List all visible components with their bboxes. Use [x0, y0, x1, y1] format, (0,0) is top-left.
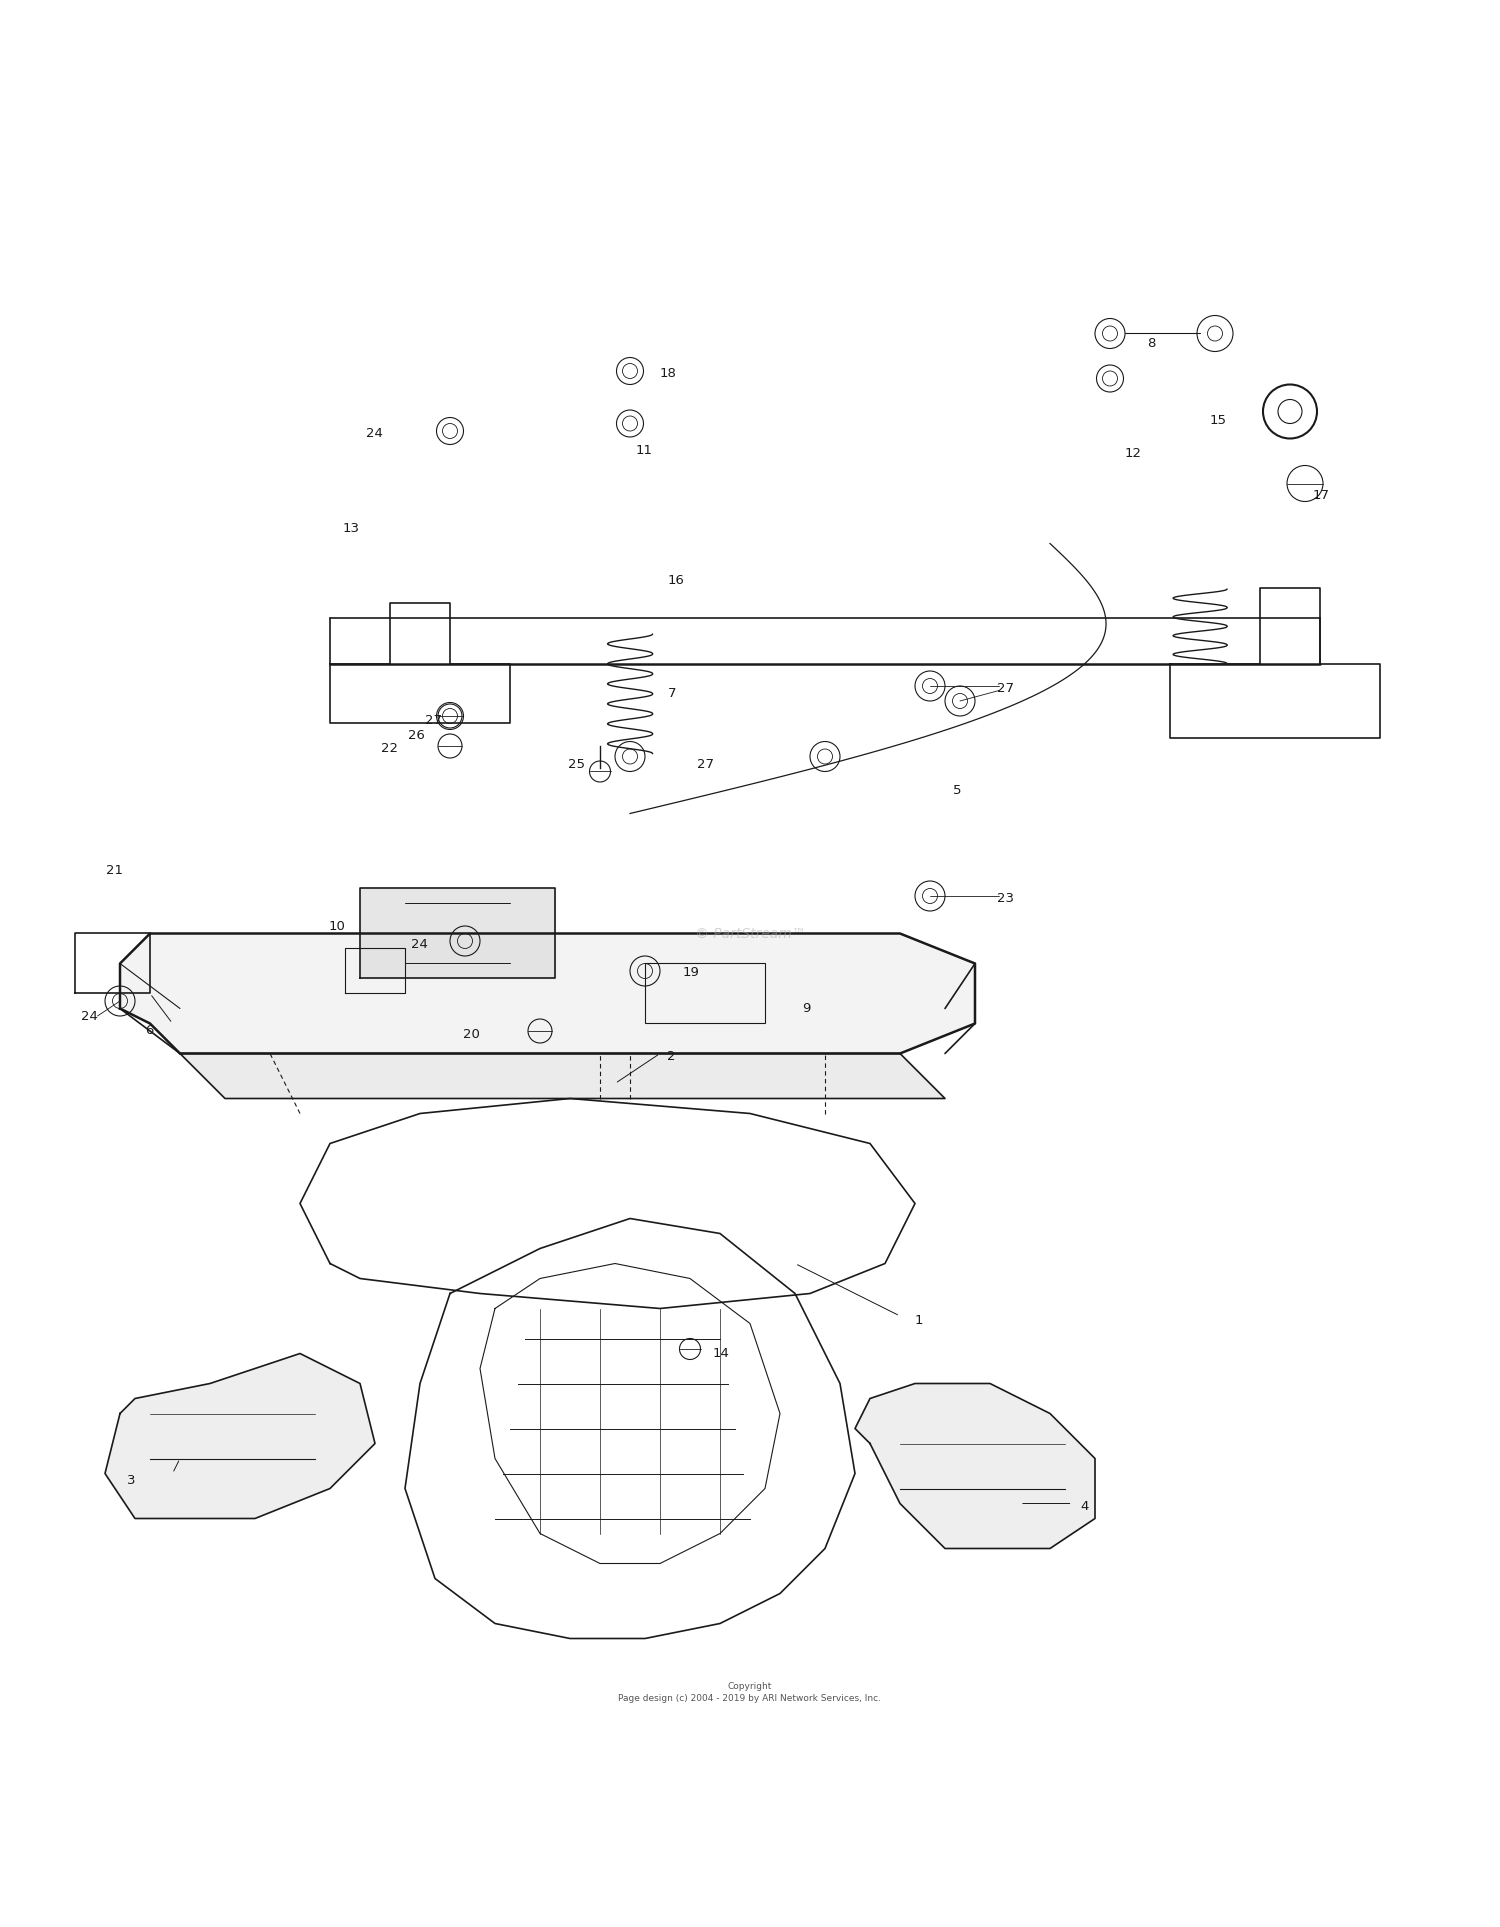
Text: 16: 16: [668, 574, 684, 588]
Text: 13: 13: [344, 522, 360, 536]
Text: 20: 20: [464, 1027, 480, 1041]
Text: 4: 4: [1080, 1499, 1089, 1513]
Text: © PartStream™: © PartStream™: [694, 927, 806, 940]
Text: 14: 14: [712, 1347, 729, 1360]
Text: 15: 15: [1210, 414, 1227, 428]
Text: Copyright: Copyright: [728, 1682, 772, 1692]
Polygon shape: [105, 1353, 375, 1518]
Text: 3: 3: [126, 1474, 135, 1488]
Text: 2: 2: [668, 1050, 676, 1064]
Text: 11: 11: [636, 443, 652, 457]
Polygon shape: [120, 933, 975, 1054]
Polygon shape: [180, 1054, 945, 1098]
Text: 27: 27: [698, 757, 714, 771]
Text: 24: 24: [81, 1010, 98, 1023]
Text: 19: 19: [682, 965, 699, 979]
Text: 17: 17: [1312, 489, 1329, 503]
Text: 6: 6: [144, 1025, 153, 1037]
Text: 18: 18: [660, 368, 676, 380]
Text: 27: 27: [426, 715, 442, 726]
Text: 24: 24: [366, 428, 382, 441]
Text: 8: 8: [1146, 337, 1155, 351]
Text: 10: 10: [328, 919, 345, 933]
Polygon shape: [360, 888, 555, 979]
Text: 1: 1: [915, 1314, 924, 1328]
Text: 21: 21: [106, 863, 123, 877]
Text: 9: 9: [802, 1002, 812, 1016]
Polygon shape: [855, 1384, 1095, 1549]
Text: 22: 22: [381, 742, 398, 755]
Text: 24: 24: [411, 938, 428, 950]
Text: 23: 23: [998, 892, 1014, 906]
Text: 12: 12: [1125, 447, 1142, 461]
Text: 7: 7: [668, 688, 676, 700]
Text: 26: 26: [408, 728, 424, 742]
Text: 27: 27: [998, 682, 1014, 696]
Text: Page design (c) 2004 - 2019 by ARI Network Services, Inc.: Page design (c) 2004 - 2019 by ARI Netwo…: [618, 1694, 882, 1703]
Text: 25: 25: [568, 757, 585, 771]
Text: 5: 5: [952, 784, 962, 798]
